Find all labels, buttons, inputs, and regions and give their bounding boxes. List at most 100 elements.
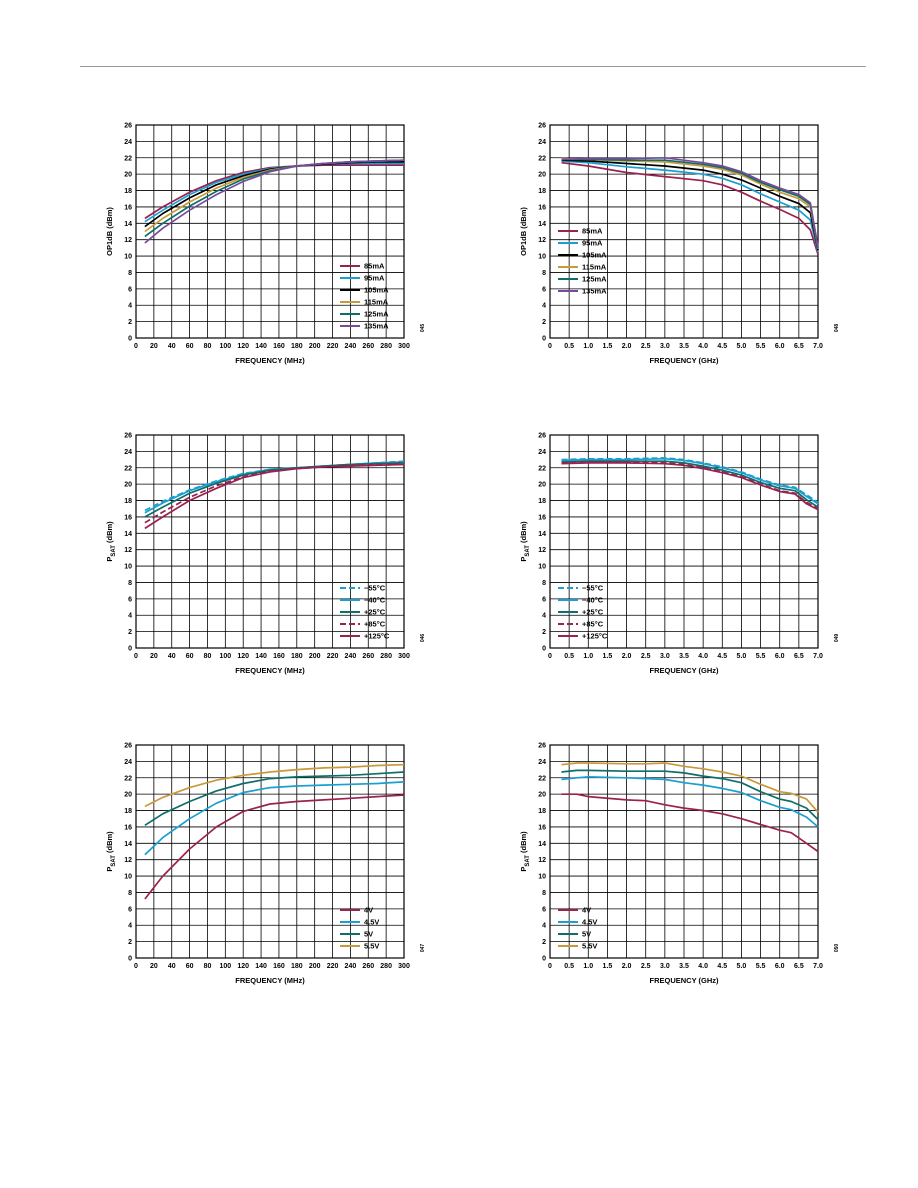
y-tick-label: 2: [128, 629, 132, 636]
y-axis-label-unit: (dBm): [105, 831, 114, 855]
y-tick-label: 6: [128, 906, 132, 913]
y-axis-label: PSAT (dBm): [519, 521, 531, 562]
x-tick-label: 1.0: [583, 963, 593, 970]
x-tick-label: 300: [398, 343, 410, 350]
y-tick-label: 22: [124, 775, 132, 782]
y-tick-label: 18: [124, 498, 132, 505]
x-tick-label: 60: [186, 653, 194, 660]
x-tick-label: 5.5: [756, 343, 766, 350]
y-tick-label: 4: [128, 303, 132, 310]
y-tick-label: 14: [124, 221, 132, 228]
legend-label: 4.5V: [364, 918, 379, 927]
y-tick-label: 10: [124, 874, 132, 881]
x-tick-label: 40: [168, 963, 176, 970]
y-tick-label: 8: [542, 270, 546, 277]
x-tick-label: 60: [186, 343, 194, 350]
legend-label: +125°C: [582, 632, 608, 641]
x-tick-label: 80: [204, 343, 212, 350]
x-tick-label: 6.0: [775, 343, 785, 350]
y-tick-label: 14: [538, 531, 546, 538]
x-tick-label: 6.5: [794, 963, 804, 970]
x-tick-label: 20: [150, 653, 158, 660]
figure-id: 049: [834, 634, 840, 643]
x-tick-label: 4.5: [717, 343, 727, 350]
x-tick-label: 0.5: [564, 963, 574, 970]
x-tick-label: 0: [134, 963, 138, 970]
x-tick-label: 300: [398, 653, 410, 660]
x-tick-label: 20: [150, 963, 158, 970]
y-tick-label: 22: [538, 155, 546, 162]
series-line-1: [144, 162, 404, 223]
legend-label: +125°C: [364, 632, 390, 641]
y-tick-label: 10: [124, 564, 132, 571]
x-tick-label: 80: [204, 653, 212, 660]
y-tick-label: 22: [124, 465, 132, 472]
series-line-4: [561, 462, 819, 511]
y-tick-label: 18: [124, 188, 132, 195]
x-tick-label: 2.5: [641, 963, 651, 970]
y-tick-label: 20: [538, 792, 546, 799]
legend-label: −40°C: [582, 596, 604, 605]
y-tick-label: 2: [542, 319, 546, 326]
x-tick-label: 180: [291, 653, 303, 660]
x-tick-label: 1.5: [603, 963, 613, 970]
y-tick-label: 8: [542, 580, 546, 587]
legend-label: 115mA: [364, 298, 389, 307]
figure-id: 050: [834, 944, 840, 953]
x-tick-label: 140: [255, 963, 267, 970]
x-tick-label: 5.0: [737, 963, 747, 970]
series-line-0: [561, 793, 819, 853]
legend-label: 135mA: [582, 287, 607, 296]
series-line-0: [561, 161, 819, 255]
x-axis-label: FREQUENCY (MHz): [235, 976, 305, 985]
legend-label: −40°C: [364, 596, 386, 605]
series-line-2: [144, 771, 405, 827]
x-tick-label: 0: [134, 653, 138, 660]
x-tick-label: 4.5: [717, 653, 727, 660]
grid: [549, 124, 819, 339]
x-tick-label: 240: [345, 963, 357, 970]
y-tick-label: 20: [124, 792, 132, 799]
y-axis-label: OP1dB (dBm): [519, 207, 528, 256]
x-tick-label: 2.5: [641, 343, 651, 350]
x-tick-label: 3.5: [679, 963, 689, 970]
legend-label: +85°C: [582, 620, 604, 629]
x-tick-label: 100: [219, 653, 231, 660]
y-tick-label: 14: [124, 841, 132, 848]
y-tick-label: 0: [128, 956, 132, 963]
y-tick-label: 20: [538, 482, 546, 489]
x-tick-label: 2.0: [622, 343, 632, 350]
legend-label: +85°C: [364, 620, 386, 629]
x-tick-label: 120: [237, 653, 249, 660]
y-tick-label: 22: [538, 775, 546, 782]
x-tick-label: 0: [548, 963, 552, 970]
series-line-5: [144, 159, 405, 244]
y-tick-label: 0: [542, 956, 546, 963]
x-tick-label: 60: [186, 963, 194, 970]
y-tick-label: 20: [124, 172, 132, 179]
y-axis-label: PSAT (dBm): [519, 831, 531, 872]
x-tick-label: 5.5: [756, 653, 766, 660]
page-top-rule: [80, 66, 866, 67]
legend: 4V 4.5V 5V 5.5V: [340, 906, 379, 951]
x-tick-label: 6.5: [794, 653, 804, 660]
y-axis-label-main: P: [519, 867, 528, 872]
y-tick-label: 4: [542, 303, 546, 310]
y-tick-label: 16: [538, 824, 546, 831]
x-tick-label: 3.0: [660, 653, 670, 660]
legend-label: 4.5V: [582, 918, 597, 927]
y-axis-label-subscript: SAT: [111, 855, 117, 867]
y-tick-label: 10: [538, 874, 546, 881]
y-axis-label-subscript: SAT: [525, 855, 531, 867]
series-line-3: [561, 762, 819, 813]
x-tick-label: 200: [309, 653, 321, 660]
figure-id: 045: [420, 324, 426, 333]
y-tick-label: 8: [128, 270, 132, 277]
y-tick-label: 26: [124, 743, 132, 750]
y-tick-label: 26: [124, 433, 132, 440]
x-tick-label: 3.5: [679, 343, 689, 350]
plot-frame: [549, 434, 819, 649]
x-tick-label: 4.5: [717, 963, 727, 970]
